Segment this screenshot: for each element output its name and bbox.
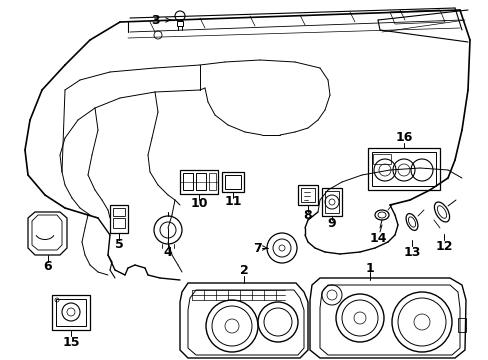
Bar <box>372 154 390 164</box>
Bar <box>56 299 86 326</box>
Text: 8: 8 <box>303 210 312 222</box>
Bar <box>371 152 435 186</box>
Text: 10: 10 <box>190 198 207 211</box>
Bar <box>301 188 314 202</box>
Bar <box>297 185 317 205</box>
Bar <box>180 170 218 194</box>
Text: 7: 7 <box>253 242 262 255</box>
Text: 12: 12 <box>434 239 452 252</box>
Text: 13: 13 <box>403 246 420 258</box>
Bar <box>113 208 125 216</box>
Bar <box>321 188 341 216</box>
Bar <box>196 173 205 190</box>
Text: 15: 15 <box>62 336 80 348</box>
Text: 4: 4 <box>163 246 172 258</box>
Text: 9: 9 <box>327 217 336 230</box>
Bar <box>52 295 90 330</box>
Bar <box>113 218 125 228</box>
Text: 3: 3 <box>151 13 160 27</box>
Text: 16: 16 <box>394 131 412 144</box>
Bar <box>367 148 439 190</box>
Bar <box>222 172 244 192</box>
Bar <box>177 21 183 26</box>
Bar <box>110 205 128 233</box>
Text: 11: 11 <box>224 195 241 208</box>
Text: 14: 14 <box>368 231 386 244</box>
Bar <box>224 175 241 189</box>
Bar <box>208 173 216 190</box>
Text: 2: 2 <box>239 265 248 278</box>
Bar <box>325 191 338 213</box>
Text: 5: 5 <box>114 238 123 251</box>
Text: 6: 6 <box>43 260 52 273</box>
Text: 1: 1 <box>365 261 374 274</box>
Bar <box>183 173 193 190</box>
Bar <box>457 318 465 332</box>
